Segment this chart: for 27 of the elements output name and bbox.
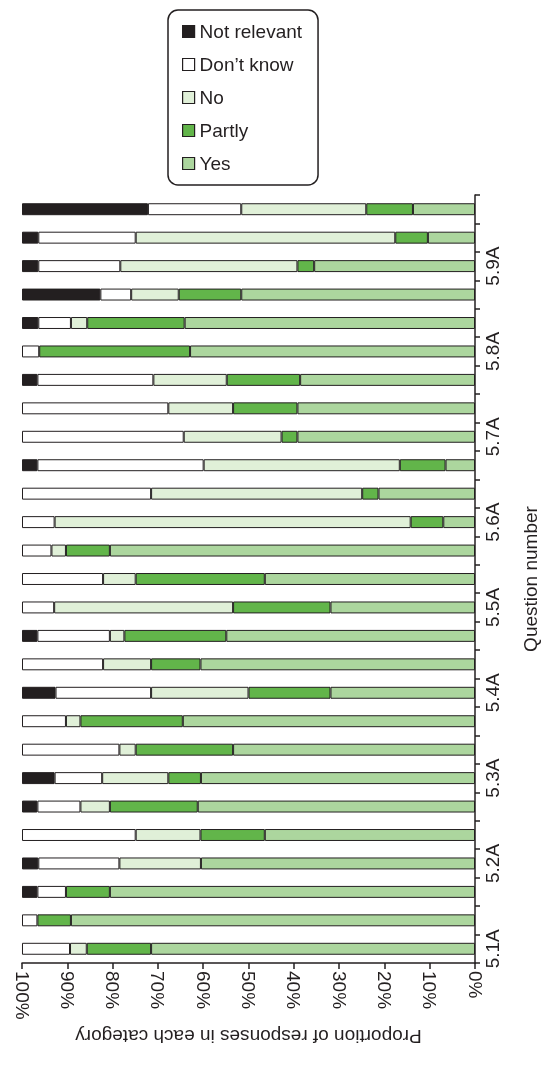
y-tick-label: 5.5A bbox=[482, 587, 503, 627]
legend-label: Partly bbox=[199, 120, 249, 141]
y-tick-label: 5.7A bbox=[482, 416, 503, 457]
y-tick-label: 5.1A bbox=[482, 928, 503, 969]
x-tick-label: 30% bbox=[328, 971, 350, 1010]
x-tick-label: 80% bbox=[102, 971, 124, 1010]
legend-label: No bbox=[199, 87, 224, 108]
x-tick-label: 0% bbox=[464, 971, 486, 999]
x-tick-label: 50% bbox=[238, 971, 259, 1010]
x-tick-label: 60% bbox=[192, 971, 214, 1010]
x-tick-label: 90% bbox=[56, 971, 78, 1010]
x-tick-label: 10% bbox=[419, 971, 441, 1010]
y-tick-label: 5.9A bbox=[482, 246, 503, 286]
y-tick-label: 5.8A bbox=[482, 331, 503, 371]
x-tick-label: 70% bbox=[147, 971, 169, 1010]
y-tick-label: 5.2A bbox=[482, 843, 503, 883]
y-axis-title: Question number bbox=[520, 505, 541, 652]
x-tick-label: 100% bbox=[11, 971, 33, 1020]
y-tick-label: 5.4A bbox=[482, 672, 503, 713]
legend-label: Yes bbox=[199, 153, 231, 174]
legend-label: Don’t know bbox=[199, 54, 294, 75]
x-axis-title: Proportion of responses in each category bbox=[74, 1026, 422, 1048]
x-tick-label: 20% bbox=[373, 971, 395, 1010]
x-tick-label: 40% bbox=[283, 971, 305, 1010]
y-tick-label: 5.3A bbox=[482, 758, 503, 798]
y-tick-label: 5.6A bbox=[482, 502, 503, 542]
legend-label: Not relevant bbox=[199, 21, 303, 42]
